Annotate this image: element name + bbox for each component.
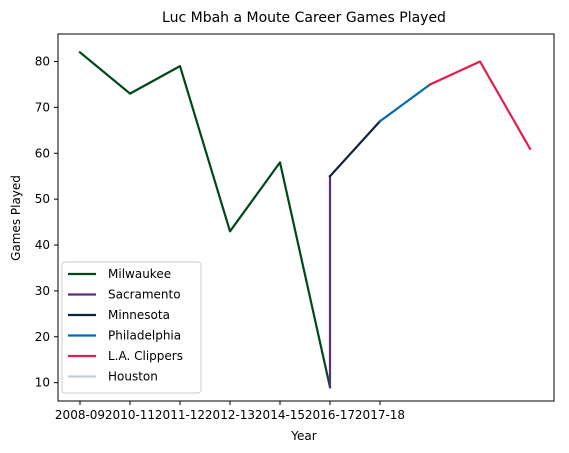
y-tick-label: 70 xyxy=(35,100,50,114)
x-tick-label: 2017-18 xyxy=(355,408,405,422)
legend-label-houston: Houston xyxy=(108,370,158,384)
y-axis-label: Games Played xyxy=(9,175,23,261)
y-tick-label: 10 xyxy=(35,376,50,390)
x-tick-label: 2008-09 xyxy=(55,408,105,422)
x-axis: 2008-09 2010-11 2011-12 2012-13 2014-15 2016-… xyxy=(55,401,405,422)
y-tick-label: 60 xyxy=(35,146,50,160)
series-line-minnesota xyxy=(328,119,382,178)
x-tick-label: 2011-12 xyxy=(155,408,205,422)
legend-label-milwaukee: Milwaukee xyxy=(108,267,171,281)
legend-box xyxy=(61,261,202,394)
x-tick-label: 2014-15 xyxy=(255,408,305,422)
legend-label-philadelphia: Philadelphia xyxy=(108,329,181,343)
legend-label-sacramento: Sacramento xyxy=(108,288,181,302)
chart-title: Luc Mbah a Moute Career Games Played xyxy=(162,10,446,26)
legend-label-l-a-clippers: L.A. Clippers xyxy=(108,349,183,363)
series-line-philadelphia xyxy=(378,82,432,123)
y-axis: 10 20 30 40 50 60 70 80 xyxy=(35,55,58,390)
y-tick-label: 40 xyxy=(35,238,50,252)
y-tick-label: 30 xyxy=(35,284,50,298)
legend: Milwaukee Sacramento Minnesota Philadelphia… xyxy=(61,261,202,394)
x-tick-label: 2012-13 xyxy=(205,408,255,422)
x-tick-label: 2016-17 xyxy=(305,408,355,422)
legend-label-minnesota: Minnesota xyxy=(108,308,170,322)
series-line-milwaukee xyxy=(78,50,332,389)
x-tick-label: 2010-11 xyxy=(105,408,155,422)
plot-frame xyxy=(57,33,555,402)
y-tick-label: 80 xyxy=(35,55,50,69)
y-tick-label: 20 xyxy=(35,330,50,344)
x-axis-label: Year xyxy=(290,429,316,443)
series-line-l-a-clippers xyxy=(428,60,532,151)
plot-lines xyxy=(78,50,532,389)
y-tick-label: 50 xyxy=(35,192,50,206)
